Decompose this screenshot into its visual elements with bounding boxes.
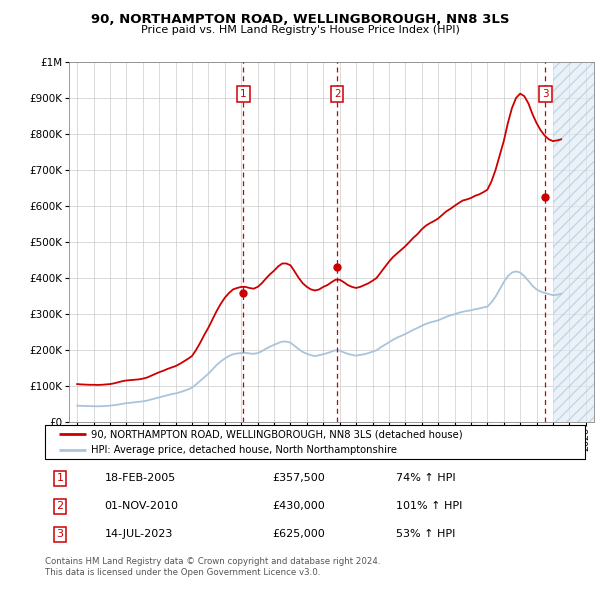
Text: HPI: Average price, detached house, North Northamptonshire: HPI: Average price, detached house, Nort… (91, 445, 397, 455)
Text: Contains HM Land Registry data © Crown copyright and database right 2024.: Contains HM Land Registry data © Crown c… (45, 557, 380, 566)
Text: £430,000: £430,000 (272, 502, 325, 511)
Text: 14-JUL-2023: 14-JUL-2023 (104, 529, 173, 539)
Text: 53% ↑ HPI: 53% ↑ HPI (396, 529, 455, 539)
Text: 101% ↑ HPI: 101% ↑ HPI (396, 502, 463, 511)
Text: 18-FEB-2005: 18-FEB-2005 (104, 473, 176, 483)
Text: 2: 2 (334, 89, 340, 99)
Text: 90, NORTHAMPTON ROAD, WELLINGBOROUGH, NN8 3LS (detached house): 90, NORTHAMPTON ROAD, WELLINGBOROUGH, NN… (91, 430, 463, 440)
Text: 1: 1 (240, 89, 247, 99)
Text: 90, NORTHAMPTON ROAD, WELLINGBOROUGH, NN8 3LS: 90, NORTHAMPTON ROAD, WELLINGBOROUGH, NN… (91, 13, 509, 26)
Text: 1: 1 (56, 473, 64, 483)
Text: 01-NOV-2010: 01-NOV-2010 (104, 502, 178, 511)
Text: 3: 3 (56, 529, 64, 539)
Text: This data is licensed under the Open Government Licence v3.0.: This data is licensed under the Open Gov… (45, 568, 320, 576)
Bar (553, 62, 594, 422)
Text: 74% ↑ HPI: 74% ↑ HPI (396, 473, 455, 483)
Text: £625,000: £625,000 (272, 529, 325, 539)
Text: £357,500: £357,500 (272, 473, 325, 483)
Text: 2: 2 (56, 502, 64, 511)
Text: Price paid vs. HM Land Registry's House Price Index (HPI): Price paid vs. HM Land Registry's House … (140, 25, 460, 35)
Text: 3: 3 (542, 89, 549, 99)
